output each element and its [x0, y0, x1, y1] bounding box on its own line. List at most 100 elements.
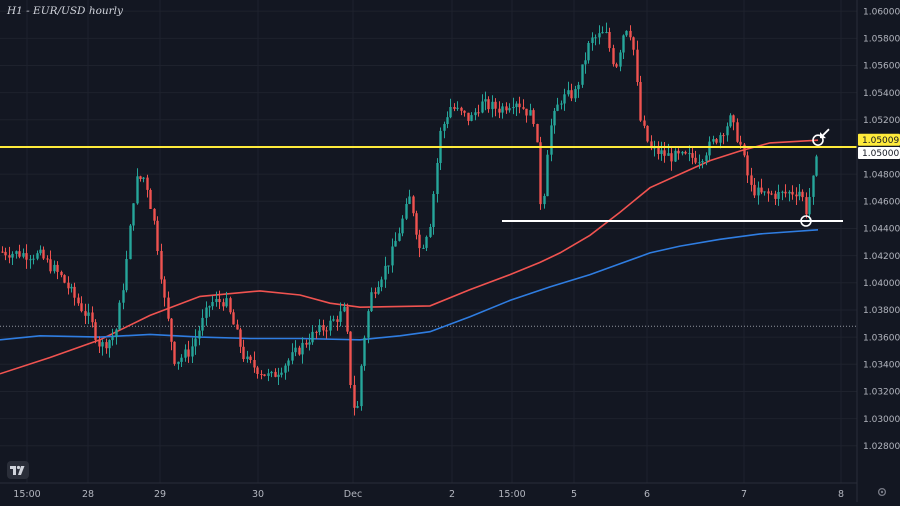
candle-body [129, 225, 132, 260]
candle-body [474, 112, 477, 116]
candle-body [73, 286, 76, 298]
price-tick-label: 1.05800 [863, 35, 900, 45]
candle-body [325, 330, 328, 332]
settings-gear-icon[interactable] [876, 486, 888, 498]
price-tick-label: 1.04600 [863, 197, 900, 207]
candle-body [343, 306, 346, 312]
candle-body [294, 347, 297, 353]
annotations-group [800, 128, 830, 227]
candle-body [336, 319, 339, 322]
candle-body [805, 197, 808, 215]
time-tick-label: 15:00 [13, 489, 40, 500]
candle-body [774, 193, 777, 199]
candle-body [653, 147, 656, 149]
candle-body [136, 176, 139, 204]
candle-body [456, 107, 459, 109]
price-tick-label: 1.04400 [863, 225, 900, 235]
candle-body [636, 49, 639, 82]
candle-body [701, 161, 704, 163]
candle-body [263, 374, 266, 376]
price-tick-label: 1.04800 [863, 170, 900, 180]
candle-body [53, 264, 56, 272]
arrow-icon-head [820, 132, 826, 139]
candle-body [18, 251, 21, 257]
price-axis[interactable]: 1.06000 1.05800 1.05600 1.05400 1.05200 1.048… [858, 7, 900, 452]
candle-body [87, 312, 90, 316]
candle-body [681, 151, 684, 154]
time-tick-label: 5 [571, 489, 577, 500]
candle-body [418, 234, 421, 249]
candle-body [556, 104, 559, 111]
candles-group [1, 22, 818, 416]
candle-body [487, 99, 490, 110]
candle-body [229, 298, 232, 313]
price-tick-label: 1.03000 [863, 415, 900, 425]
candle-body [801, 191, 804, 198]
price-tick-label: 1.04200 [863, 252, 900, 262]
candle-body [170, 318, 173, 342]
price-label-bg [858, 146, 900, 159]
candle-body [194, 338, 197, 347]
candle-body [581, 64, 584, 85]
candle-body [267, 373, 270, 376]
price-tick-label: 1.03600 [863, 333, 900, 343]
candle-body [332, 319, 335, 321]
candle-body [167, 297, 170, 319]
candle-body [619, 52, 622, 67]
candle-body [42, 249, 45, 259]
candle-body [118, 302, 121, 330]
candle-body [77, 297, 80, 304]
candle-body [363, 337, 366, 366]
candle-body [570, 90, 573, 99]
candle-body [198, 330, 201, 339]
candle-body [125, 259, 128, 291]
candle-body [587, 43, 590, 61]
candle-body [305, 342, 308, 345]
candle-body [8, 255, 11, 258]
candle-body [567, 90, 570, 95]
candle-body [601, 32, 604, 34]
candle-body [477, 112, 480, 114]
price-tick-label: 1.04000 [863, 279, 900, 289]
candle-body [22, 253, 25, 257]
candle-body [736, 122, 739, 142]
candle-body [539, 142, 542, 205]
annotation-circle-bottom [800, 215, 812, 227]
time-tick-label: 29 [154, 489, 166, 500]
time-tick-label: 15:00 [498, 489, 525, 500]
candle-body [729, 115, 732, 127]
candle-body [367, 311, 370, 338]
candle-body [98, 339, 101, 347]
candle-body [1, 251, 4, 253]
candle-body [543, 196, 546, 205]
candle-body [791, 191, 794, 195]
candle-body [808, 197, 811, 215]
arrow-icon-shaft [821, 128, 830, 137]
candle-body [301, 342, 304, 355]
candle-body [660, 150, 663, 154]
candle-body [584, 60, 587, 65]
candle-body [36, 253, 39, 259]
candle-body [501, 106, 504, 113]
candle-body [122, 290, 125, 303]
candle-body [94, 322, 97, 340]
candle-body [577, 84, 580, 90]
candle-body [515, 103, 518, 107]
candle-body [139, 176, 142, 179]
candle-body [598, 33, 601, 38]
candle-body [308, 342, 311, 345]
candle-body [4, 251, 7, 256]
candle-body [422, 247, 425, 249]
candle-body [632, 37, 635, 50]
time-axis[interactable]: 15:00 28 29 30 Dec 2 15:00 5 6 7 8 [13, 489, 844, 500]
candle-body [594, 37, 597, 39]
price-label-text: 1.05000 [862, 149, 899, 159]
candle-body [529, 110, 532, 116]
tradingview-logo-icon[interactable] [7, 461, 29, 479]
candle-body [260, 374, 263, 375]
candle-body [270, 371, 273, 374]
candle-body [101, 342, 104, 347]
price-label-bg [858, 133, 900, 146]
